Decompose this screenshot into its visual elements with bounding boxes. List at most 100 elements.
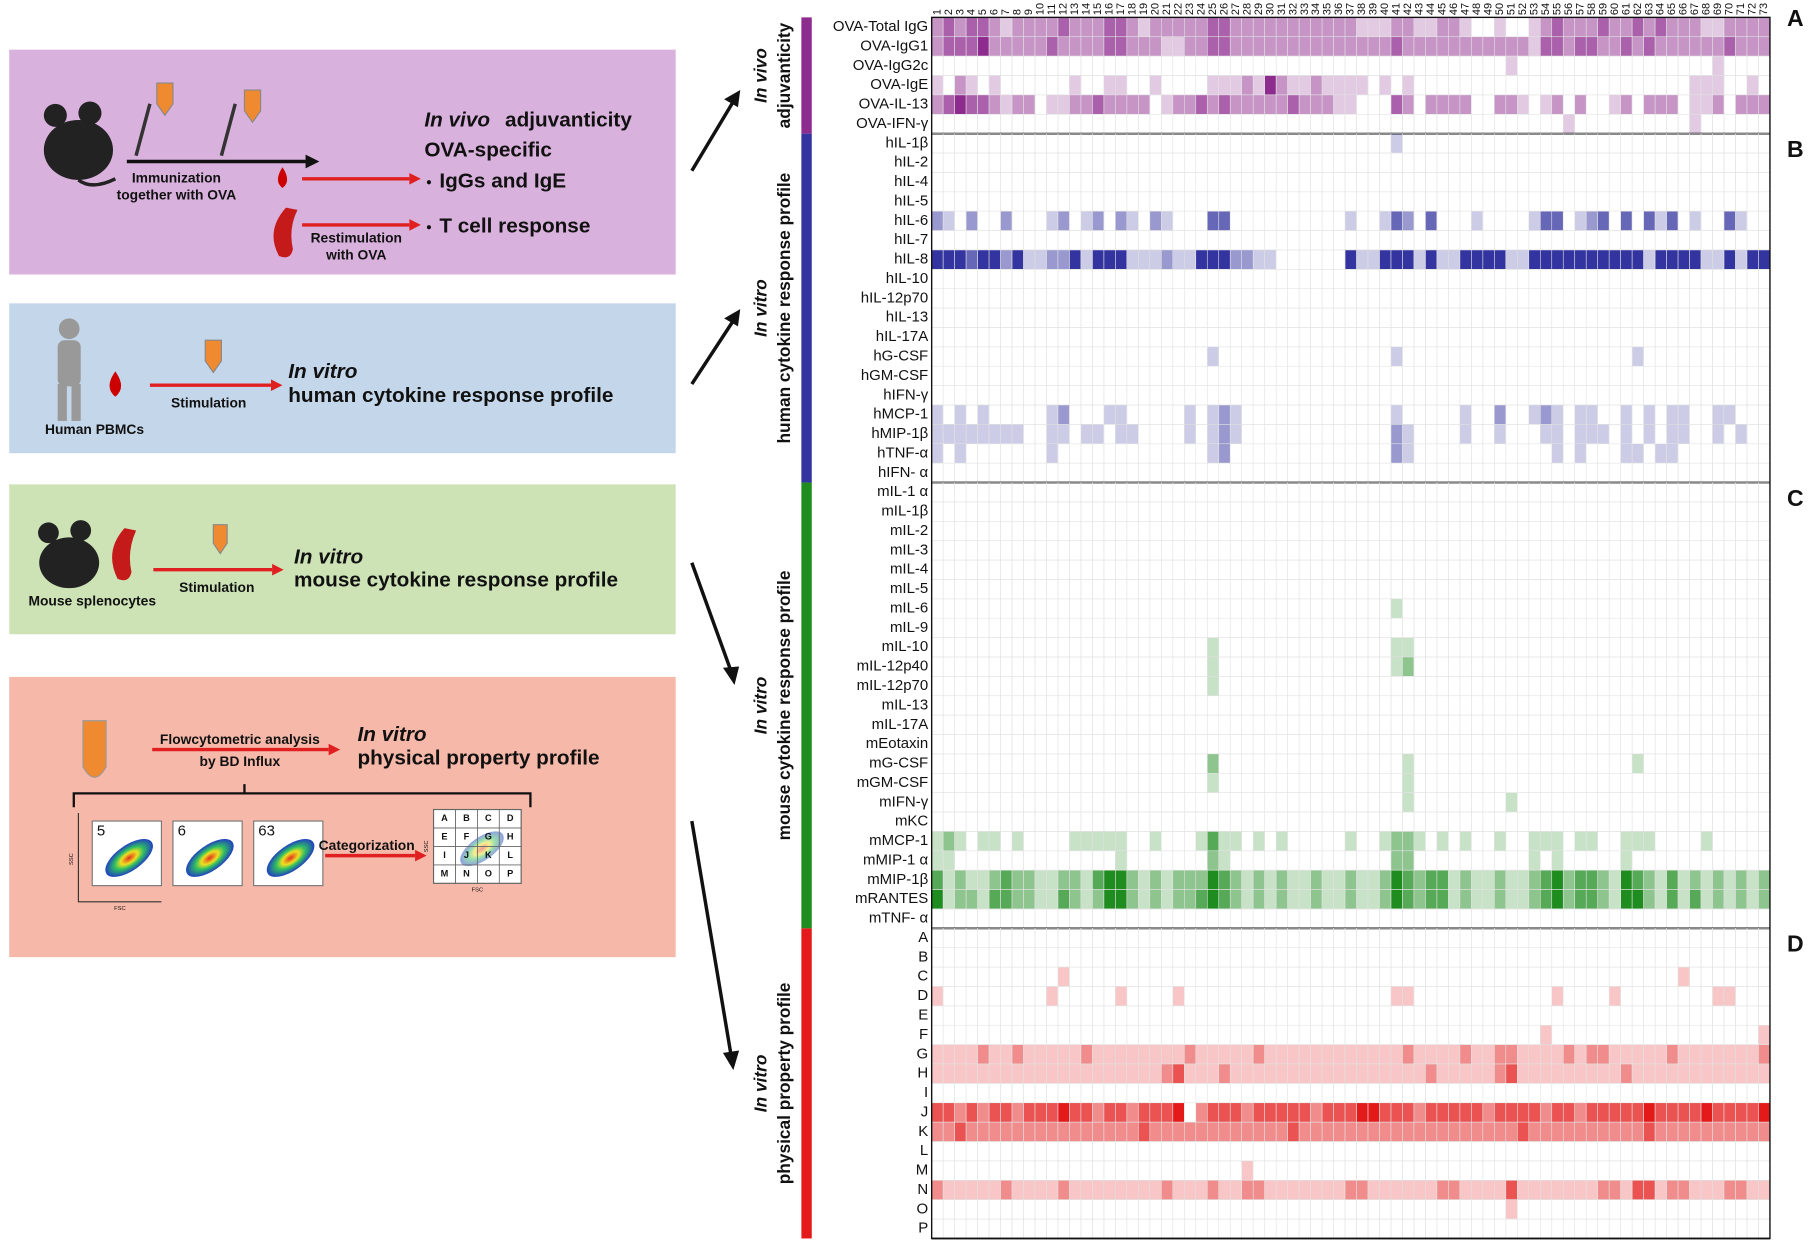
heat-cell (1206, 908, 1220, 929)
heat-cell (1275, 753, 1288, 774)
heat-cell (1138, 501, 1151, 522)
heat-cell (1000, 385, 1013, 406)
heat-cell (1069, 191, 1082, 212)
heat-cell (1206, 676, 1220, 697)
heat-cell (1126, 501, 1139, 522)
heat-cell (1758, 75, 1771, 96)
heat-cell (1321, 714, 1334, 735)
row-label: hIL-8 (894, 251, 928, 268)
heat-cell (931, 831, 944, 852)
heat-cell (1092, 36, 1105, 57)
heat-cell (1241, 152, 1254, 173)
heat-cell (1574, 172, 1587, 193)
heat-cell (1298, 1005, 1311, 1026)
heat-cell (1333, 734, 1346, 755)
heat-cell (1344, 94, 1357, 115)
heat-cell (1069, 210, 1082, 231)
heat-cell (1344, 966, 1357, 987)
heat-cell (1735, 462, 1748, 483)
heat-cell (1551, 598, 1564, 619)
heat-cell (1425, 113, 1438, 134)
heat-cell (1379, 792, 1392, 813)
heat-cell (1746, 113, 1759, 134)
heat-cell (1356, 404, 1369, 425)
heat-cell (1287, 113, 1300, 134)
heat-cell (1000, 36, 1013, 57)
heat-cell (1608, 811, 1621, 832)
heat-cell (1539, 249, 1553, 270)
heat-cell (1562, 908, 1576, 929)
panel-letter: C (1787, 485, 1804, 511)
heat-cell (1482, 1199, 1495, 1220)
heat-cell (1080, 831, 1093, 852)
heat-cell (1666, 579, 1679, 600)
heat-cell (1092, 1160, 1105, 1181)
heat-cell (1195, 1102, 1208, 1123)
heat-cell (1011, 1044, 1024, 1065)
heat-cell (1620, 792, 1633, 813)
heat-cell (1482, 1160, 1495, 1181)
heat-cell (1218, 714, 1231, 735)
heat-cell (1367, 889, 1380, 910)
heat-cell (1620, 811, 1633, 832)
heat-cell (1206, 579, 1220, 600)
heat-cell (1482, 598, 1495, 619)
heat-cell (1011, 521, 1024, 541)
heat-cell (1551, 424, 1564, 445)
heat-cell (1459, 1218, 1472, 1239)
heat-cell (1321, 424, 1334, 445)
heat-cell (931, 501, 944, 522)
heat-cell (1654, 307, 1667, 328)
heat-cell (1195, 75, 1208, 96)
heat-cell (1310, 714, 1323, 735)
heat-cell (1528, 869, 1541, 890)
heat-cell (1677, 269, 1690, 290)
heat-cell (1562, 559, 1576, 580)
heat-cell (1448, 307, 1461, 328)
heat-cell (1184, 249, 1197, 270)
heat-cell (965, 869, 978, 890)
heat-cell (1275, 249, 1288, 270)
heat-cell (1229, 850, 1243, 871)
heat-cell (1539, 365, 1553, 386)
heat-cell (1321, 753, 1334, 774)
heat-cell (1390, 656, 1403, 677)
heat-cell (1115, 695, 1128, 716)
heat-cell (1138, 772, 1151, 793)
heat-cell (1149, 269, 1162, 290)
heat-cell (1597, 1141, 1610, 1162)
heat-cell (1287, 249, 1300, 270)
heat-cell (1149, 1083, 1162, 1104)
heat-cell (1758, 1180, 1771, 1200)
heat-cell (1252, 947, 1265, 968)
heat-cell (1505, 1044, 1518, 1065)
heat-cell (1011, 327, 1024, 348)
heat-cell (1494, 385, 1507, 406)
heat-cell (1700, 1005, 1713, 1026)
heat-cell (1252, 36, 1265, 57)
heat-cell (1115, 617, 1128, 638)
heat-cell (1172, 521, 1185, 541)
heat-cell (1505, 249, 1518, 270)
heat-cell (1528, 327, 1541, 348)
heat-cell (1539, 443, 1553, 464)
heat-cell (1229, 501, 1243, 522)
heat-cell (1057, 1218, 1070, 1239)
heat-cell (1425, 269, 1438, 290)
heat-cell (1471, 443, 1484, 464)
heat-cell (1494, 1083, 1507, 1104)
heat-cell (1103, 307, 1116, 328)
group-label: adjuvanticity (774, 22, 794, 128)
heat-cell (1735, 75, 1748, 96)
heat-cell (1471, 424, 1484, 445)
heat-cell (1252, 753, 1265, 774)
heat-cell (965, 327, 978, 348)
heat-cell (1149, 676, 1162, 697)
heat-cell (1654, 928, 1667, 949)
heat-cell (1298, 792, 1311, 813)
heat-cell (1298, 424, 1311, 445)
heat-cell (1287, 152, 1300, 173)
heat-cell (1229, 579, 1243, 600)
heat-cell (1585, 230, 1598, 251)
heat-cell (1562, 365, 1576, 386)
